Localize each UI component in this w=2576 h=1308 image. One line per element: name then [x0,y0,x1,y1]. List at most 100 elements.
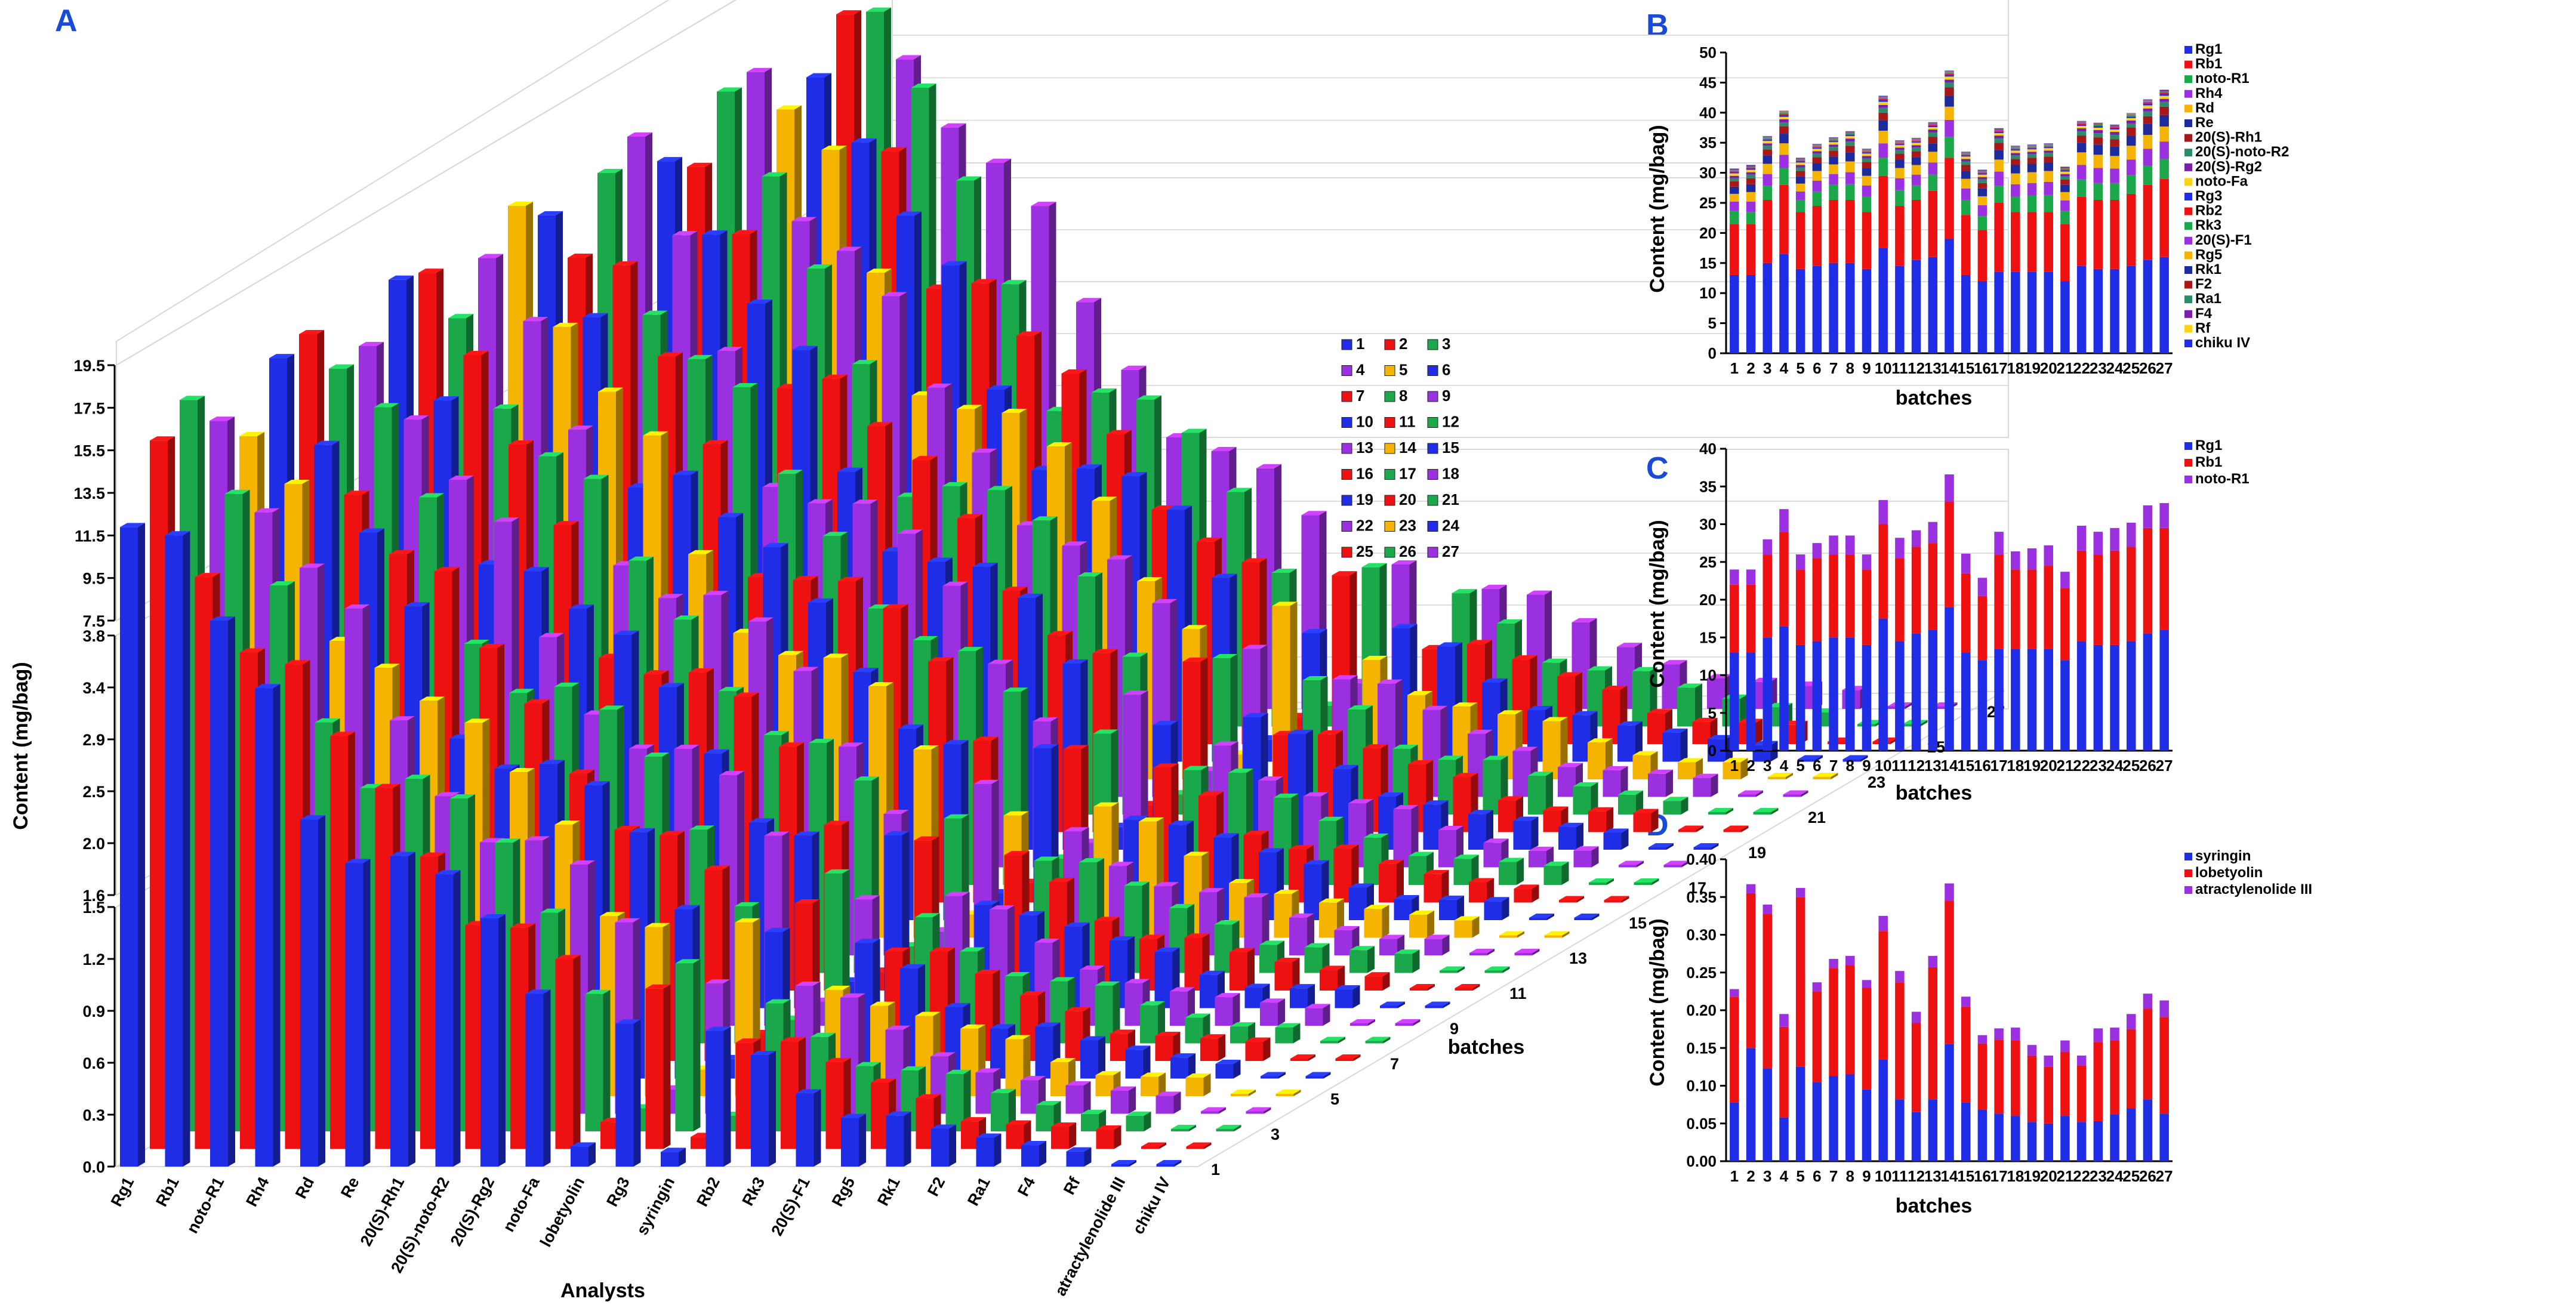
panel-b-bar-20-s-rh1-13 [1928,137,1938,144]
panel-a-legend-label: 21 [1442,490,1459,508]
panel-a-bar-top [224,489,250,494]
panel-a-ytick-label: 17.5 [73,399,105,417]
panel-b-bar-rb1-18 [2011,212,2020,272]
panel-a-bar-top [1126,1111,1151,1116]
panel-c-bar-noto-r1-27 [2159,503,2169,528]
panel-b-bar-rg5-14 [1945,72,1954,73]
panel-a-bar-top [1289,913,1314,918]
panel-a-legend-swatch [1341,443,1352,454]
panel-a-bar-side [1517,931,1524,938]
panel-a-bar-top [584,781,610,786]
panel-b-bar-20-s-rh1-22 [2076,135,2087,143]
panel-a-bar-front [1363,837,1382,885]
panel-a-bar-top [1031,202,1056,206]
panel-a-bar-top [987,385,1012,390]
panel-b-bar-chiku-iv-10 [1878,95,1888,96]
panel-a-bar-top [419,493,444,498]
panel-b-bar-rb2-25 [2126,116,2136,117]
panel-b-ytick-label: 25 [1699,194,1717,212]
panel-b-bar-20-s-rh1-10 [1878,112,1888,121]
panel-b-xtick-label: 24 [2106,359,2124,377]
panel-d-bar-atractylenolide-iii-27 [2159,1000,2169,1017]
panel-b-bar-20-s-rg2-4 [1779,119,1789,122]
panel-a-bar-top [704,865,730,870]
panel-a-legend-label: 10 [1356,413,1373,431]
panel-a-bar-front [1514,953,1533,955]
panel-a-legend-label: 13 [1356,439,1373,456]
panel-b-bar-re-4 [1779,134,1789,144]
panel-a-bar-top [971,279,997,283]
panel-a-bar-side [693,959,701,1131]
panel-a-bar-top [1304,860,1329,865]
panel-b-bar-20-s-noto-r2-4 [1779,122,1789,127]
panel-b-bar-rb1-12 [1911,199,1921,260]
panel-a-bar-top [734,902,760,906]
panel-a-bar-top [792,345,818,350]
panel-a-bar-top [823,653,849,658]
panel-a-batch-label: 21 [1808,809,1826,826]
panel-a-bar-top [1169,903,1194,908]
panel-a-bar-top [1348,705,1373,710]
panel-b-bar-rh4-8 [1845,172,1855,184]
panel-b-bar-rd-3 [1762,164,1773,174]
panel-a-bar-top [524,699,550,704]
panel-a-legend-swatch [1341,391,1352,402]
panel-a-bar-side [573,955,581,1149]
panel-a-bar-front [1588,742,1606,779]
panel-a-bar-front [705,1031,724,1167]
panel-a-bar-top [1363,744,1388,749]
panel-a-bar-top [1227,488,1252,492]
panel-a-bar-top [1243,712,1268,717]
panel-a-bar-top [1229,879,1254,884]
panel-a-ytick-label: 1.5 [82,899,105,917]
panel-a-bar-side [769,1051,776,1167]
panel-c-xtick-label: 27 [2156,757,2173,775]
panel-c-xtick-label: 7 [1829,757,1838,775]
panel-a-bar-front [991,1093,1009,1131]
panel-a-bar-top [673,615,699,620]
panel-b-bar-rg1-23 [2093,269,2103,353]
panel-b-bar-rk3-18 [2011,148,2020,149]
panel-c-bar-noto-r1-13 [1928,522,1938,544]
panel-a-bar-top [1362,656,1388,661]
panel-a-bar-top [732,230,757,235]
panel-a-bar-top [464,718,490,723]
panel-a-bar-top [1440,966,1465,971]
panel-a-bar-top [615,918,640,923]
panel-a-bar-front [1305,1076,1324,1079]
panel-a-bar-top [1481,584,1507,589]
panel-b-bar-noto-fa-1 [1730,173,1739,176]
panel-d-legend-swatch [2184,853,2192,860]
panel-b-bar-rh4-26 [2143,149,2153,166]
panel-a-bar-front [1259,945,1277,973]
panel-b-legend-label: Ra1 [2195,291,2221,307]
panel-a-bar-top [1753,808,1779,812]
panel-b-legend-swatch [2184,222,2192,230]
panel-c-xtick-label: 17 [1990,757,2008,775]
panel-a-bar-side [1129,1160,1136,1167]
panel-a-bar-top [781,1037,806,1042]
panel-b-bar-rb1-9 [1862,212,1872,269]
panel-a-bar-top [944,891,970,896]
panel-b-bar-re-10 [1878,120,1888,131]
panel-b-bar-rg5-21 [2060,168,2070,169]
panel-a-bar-front [1484,901,1502,920]
panel-b-bar-rb1-11 [1895,206,1905,266]
panel-a-bar-top [643,431,668,436]
panel-b-xtick-label: 22 [2073,359,2090,377]
panel-a-bar-top [941,123,966,128]
panel-a-bar-side [1398,1001,1405,1008]
panel-a-bar-top [254,508,280,513]
panel-b-bar-20-s-noto-r2-19 [2027,154,2037,158]
panel-c-bar-rb1-16 [1977,596,1988,661]
panel-b-bar-rg3-22 [2076,124,2087,126]
panel-a-bar-top [734,692,759,697]
panel-a-bar-top [627,132,652,137]
panel-b-bar-20-s-noto-r2-16 [1977,179,1988,183]
panel-a-bar-top [762,172,787,177]
panel-a-bar-top [751,1051,776,1056]
panel-b-bar-f4-27 [2159,90,2169,91]
panel-b-bar-rk3-10 [1878,98,1888,99]
panel-a-bar-top [914,836,939,841]
panel-d-bar-lobetyolin-11 [1895,982,1905,1100]
